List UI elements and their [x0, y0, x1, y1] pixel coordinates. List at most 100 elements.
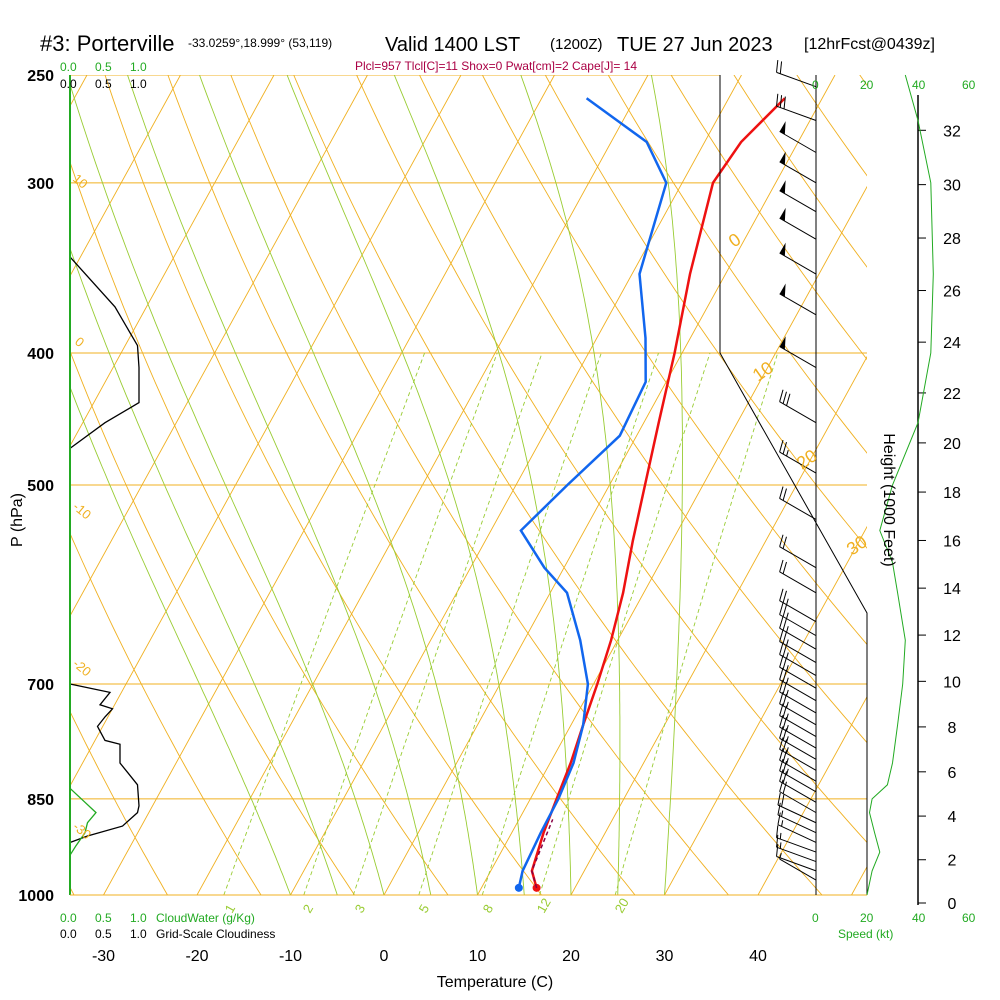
station-coords: -33.0259°,18.999° (53,119): [188, 36, 332, 50]
dry-adiabat-label: -20: [70, 656, 94, 680]
dry-adiabat-line: [167, 75, 636, 895]
bot-cl-1: 0.5: [95, 927, 112, 941]
x-axis-title: Temperature (C): [437, 974, 553, 991]
mixing-ratio-line: [539, 352, 711, 895]
x-tick-label: 30: [656, 948, 674, 965]
x-tick-label: -10: [279, 948, 302, 965]
moist-adiabat-line: [286, 75, 525, 895]
mixing-ratio-label: 5: [416, 902, 433, 916]
plot-boundary: [719, 75, 868, 895]
height-tick-label: 8: [948, 720, 957, 737]
moist-adiabat-line: [70, 247, 338, 895]
dry-adiabat-label: -10: [70, 499, 94, 523]
isotherm-label: 30: [843, 531, 871, 559]
height-tick-label: 24: [943, 335, 961, 352]
y-axis-title: P (hPa): [9, 493, 26, 547]
mixing-ratio-line: [481, 352, 659, 895]
isotherm-line: [570, 355, 867, 895]
bot-spd-0: 0: [812, 911, 819, 925]
wind-barb: [779, 679, 817, 714]
bottom-cloudwater-scale: 0.0 0.5 1.0 CloudWater (g/Kg): [60, 911, 255, 925]
bot-spd-3: 60: [962, 911, 976, 925]
isotherm-line: [70, 75, 462, 787]
isotherm-line: [664, 525, 867, 895]
wind-barb: [779, 748, 817, 782]
wind-barb: [779, 602, 817, 637]
isotherm-line: [70, 75, 368, 617]
parcel-line: [531, 819, 554, 889]
mixing-ratio-line: [614, 352, 779, 895]
isotherm-line: [383, 75, 836, 895]
wind-barb: [776, 59, 817, 88]
dry-adiabat-line: [968, 51, 1000, 924]
height-tick-label: 6: [948, 765, 957, 782]
wind-barb: [779, 655, 817, 689]
bot-cw-0: 0.0: [60, 911, 77, 925]
height-tick-label: 4: [948, 809, 957, 826]
wind-barb: [777, 812, 817, 843]
wind-barb: [779, 667, 817, 702]
mixing-ratio-label: 3: [352, 902, 369, 916]
wind-barb: [776, 844, 817, 872]
height-tick-label: 28: [943, 231, 961, 248]
moist-adiabat-line: [199, 75, 478, 895]
top-cloudiness-scale: 0.0 0.5 1.0: [60, 77, 147, 91]
x-tick-labels: -30 -20 -10 0 10 20 30 40: [92, 948, 767, 965]
x-tick-label: -20: [185, 948, 208, 965]
dry-adiabat-line: [230, 75, 730, 895]
isotherm-line: [196, 75, 649, 895]
top-spd-1: 20: [860, 78, 874, 92]
mixing-ratio-line: [223, 352, 426, 895]
dry-adiabat-label: -30: [70, 819, 94, 843]
isotherm-line: [757, 695, 867, 895]
dry-adiabat-line: [70, 532, 262, 895]
top-cl-0: 0.0: [60, 77, 77, 91]
height-tick-label: 0: [948, 896, 957, 913]
mixing-ratio-label: 20: [612, 895, 632, 915]
utc-time: (1200Z): [550, 36, 603, 53]
isotherm-line: [103, 75, 555, 895]
mixing-ratio-label: 12: [534, 895, 554, 915]
isotherm-label: 0: [725, 229, 745, 251]
wind-barb: [779, 779, 817, 814]
wind-barb: [779, 242, 817, 275]
dry-adiabat-line: [104, 75, 543, 895]
wind-barb: [779, 207, 817, 240]
moist-adiabat-line: [393, 75, 572, 895]
x-tick-label: 40: [749, 948, 767, 965]
height-tick-label: 16: [943, 533, 961, 550]
moist-adiabat-line: [127, 75, 432, 895]
x-tick-label: -30: [92, 948, 115, 965]
moist-adiabat-line: [70, 82, 385, 895]
bot-spd-1: 20: [860, 911, 874, 925]
moist-adiabat-line: [70, 385, 291, 895]
isotherm-label: 20: [793, 445, 821, 473]
bot-cl-0: 0.0: [60, 927, 77, 941]
moist-adiabat-line: [650, 75, 683, 895]
wind-barb: [779, 151, 817, 184]
wind-barb: [779, 121, 817, 153]
background-lines: [70, 51, 1000, 924]
dry-adiabat-line: [70, 349, 356, 895]
cloudiness-profile: [69, 256, 140, 449]
cloudwater-profile: [69, 787, 97, 856]
mixing-ratio-line: [352, 352, 543, 895]
top-spd-2: 40: [912, 78, 926, 92]
dewpoint-line: [517, 97, 668, 889]
wind-barb: [779, 629, 817, 663]
dry-adiabat-line: [356, 75, 867, 844]
cloudiness-profile: [69, 683, 140, 844]
dry-adiabat-line: [70, 160, 449, 895]
mixing-ratio-line: [418, 352, 602, 895]
isotherm-line: [70, 75, 181, 277]
speed-label: Speed (kt): [838, 927, 893, 941]
bottom-speed-scale: 0 20 40 60 Speed (kt): [812, 911, 976, 941]
wind-barb: [777, 792, 817, 824]
wind-barb: [779, 534, 817, 569]
speed-line: [866, 74, 934, 896]
top-cw-1: 0.5: [95, 60, 112, 74]
height-tick-label: 20: [943, 436, 961, 453]
dewpoint-surface-point: [514, 883, 523, 892]
y-tick-label: 250: [27, 68, 54, 85]
wind-barb: [779, 559, 817, 594]
